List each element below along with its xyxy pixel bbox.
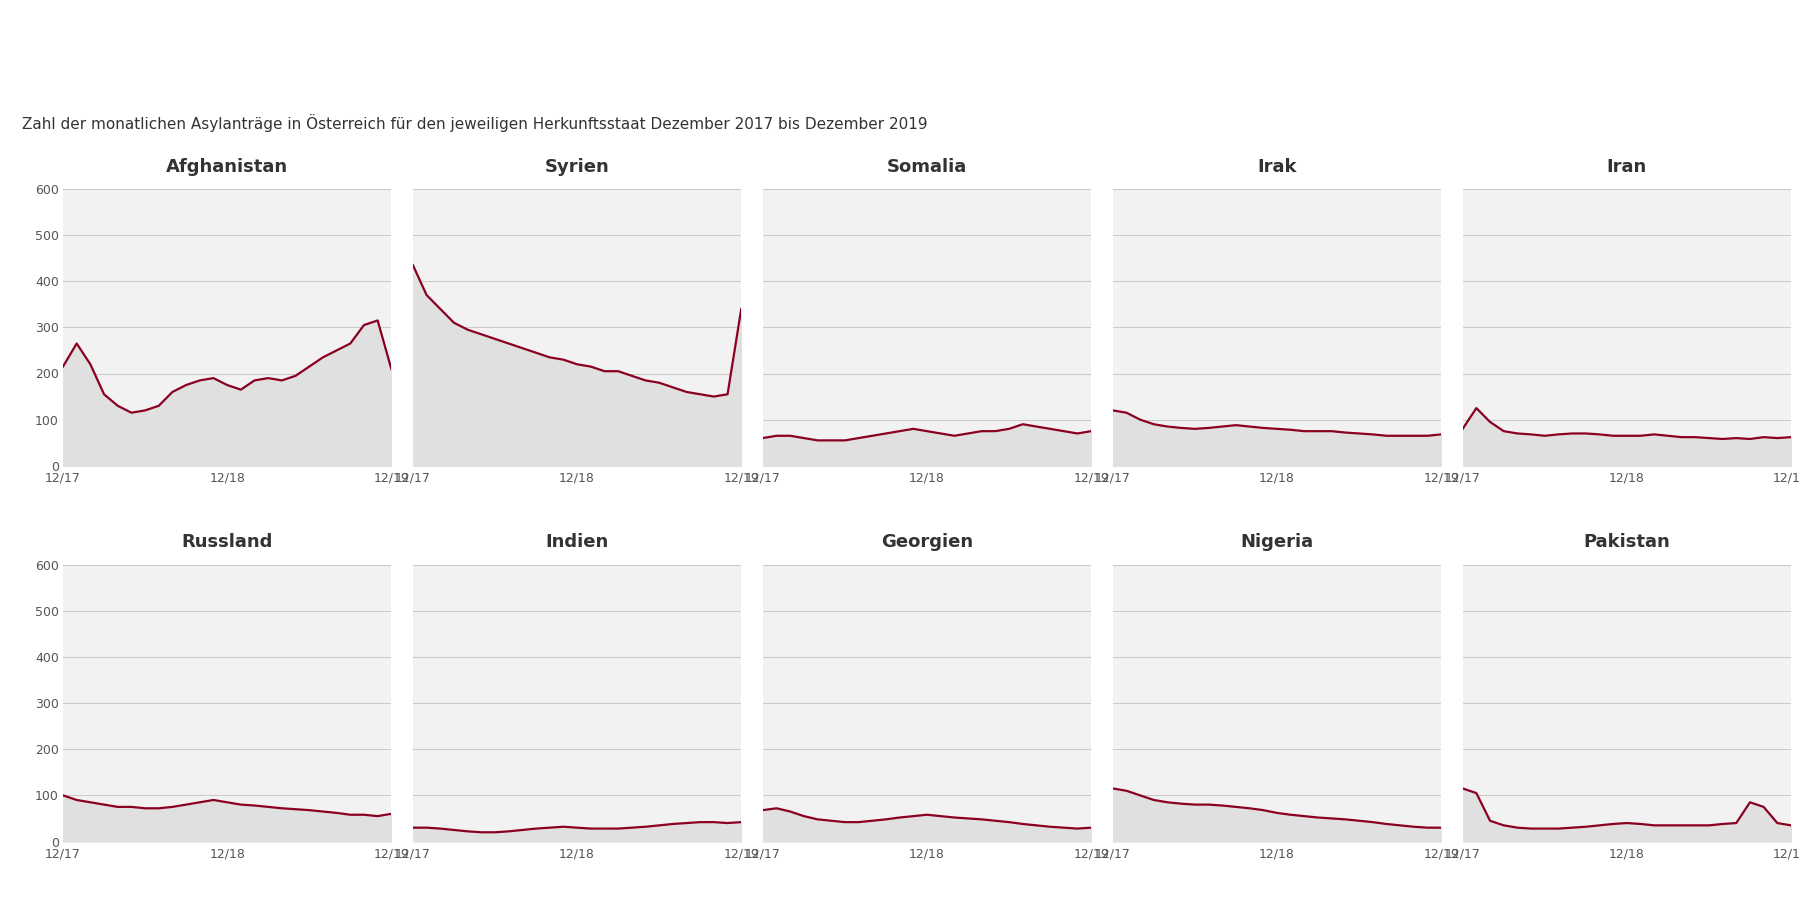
Text: Grafik: Stefan Rabl: Grafik: Stefan Rabl (1634, 866, 1778, 881)
Text: Afghanistan: Afghanistan (166, 158, 288, 176)
Text: Datenquelle: BMI: Datenquelle: BMI (22, 866, 153, 881)
Text: Entwicklung der Asylanträge für Hauptherkunftsstaaten von AsylwerberInnen: Entwicklung der Asylanträge für Haupther… (22, 29, 1305, 57)
Text: Nigeria: Nigeria (1240, 534, 1314, 552)
Text: Zahl der monatlichen Asylanträge in Österreich für den jeweiligen Herkunftsstaat: Zahl der monatlichen Asylanträge in Öste… (22, 114, 927, 132)
Text: Russland: Russland (182, 534, 274, 552)
Text: Syrien: Syrien (545, 158, 610, 176)
Text: Iran: Iran (1607, 158, 1647, 176)
Text: Pakistan: Pakistan (1584, 534, 1670, 552)
Text: Somalia: Somalia (887, 158, 967, 176)
Text: Indien: Indien (545, 534, 608, 552)
Text: Georgien: Georgien (880, 534, 974, 552)
Text: Irak: Irak (1256, 158, 1296, 176)
